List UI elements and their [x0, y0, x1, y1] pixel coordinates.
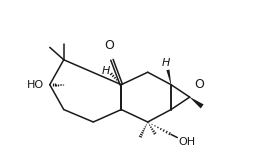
- Polygon shape: [189, 97, 203, 108]
- Polygon shape: [166, 70, 170, 85]
- Text: O: O: [194, 78, 203, 91]
- Text: OH: OH: [178, 137, 195, 147]
- Text: H: H: [101, 66, 109, 76]
- Text: O: O: [103, 39, 113, 52]
- Text: H: H: [162, 58, 170, 68]
- Text: HO: HO: [27, 80, 44, 90]
